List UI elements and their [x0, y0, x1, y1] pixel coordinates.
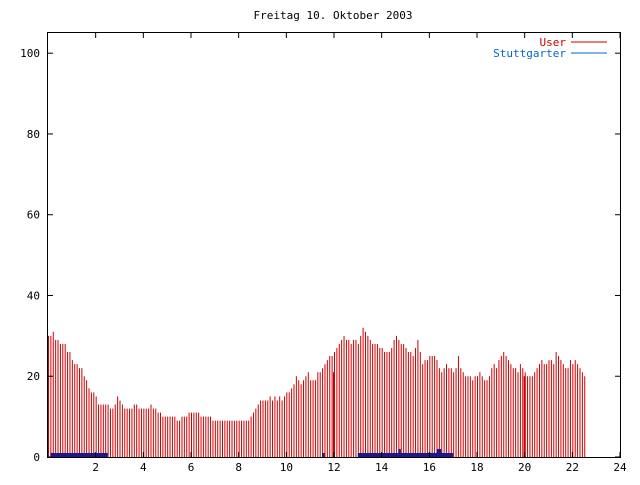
- bar-stuttgarter: [436, 448, 442, 457]
- bar-stuttgarter: [322, 452, 325, 457]
- legend-label: User: [540, 36, 567, 49]
- x-tick-label: 24: [613, 461, 627, 474]
- y-tick-label: 20: [27, 370, 40, 383]
- bar-stuttgarter: [357, 452, 454, 457]
- x-tick-label: 4: [140, 461, 147, 474]
- legend-label: Stuttgarter: [493, 47, 566, 60]
- y-tick-label: 40: [27, 289, 40, 302]
- y-tick-label: 80: [27, 128, 40, 141]
- bar-stuttgarter: [398, 448, 401, 457]
- secondary-series-layer: [50, 448, 454, 457]
- x-tick-label: 14: [375, 461, 389, 474]
- bar-stuttgarter: [50, 452, 108, 457]
- x-tick-label: 16: [423, 461, 436, 474]
- y-tick-label: 100: [20, 47, 40, 60]
- y-tick-label: 0: [33, 451, 40, 464]
- plot-frame: [47, 32, 621, 458]
- x-tick-label: 18: [470, 461, 483, 474]
- x-tick-label: 6: [188, 461, 195, 474]
- y-tick-label: 60: [27, 209, 40, 222]
- bars-layer: [48, 327, 586, 457]
- x-tick-label: 20: [518, 461, 531, 474]
- chart-title: Freitag 10. Oktober 2003: [254, 9, 413, 22]
- x-tick-label: 12: [327, 461, 340, 474]
- x-tick-label: 8: [235, 461, 242, 474]
- x-tick-label: 22: [566, 461, 579, 474]
- x-tick-label: 2: [92, 461, 99, 474]
- x-tick-label: 10: [280, 461, 293, 474]
